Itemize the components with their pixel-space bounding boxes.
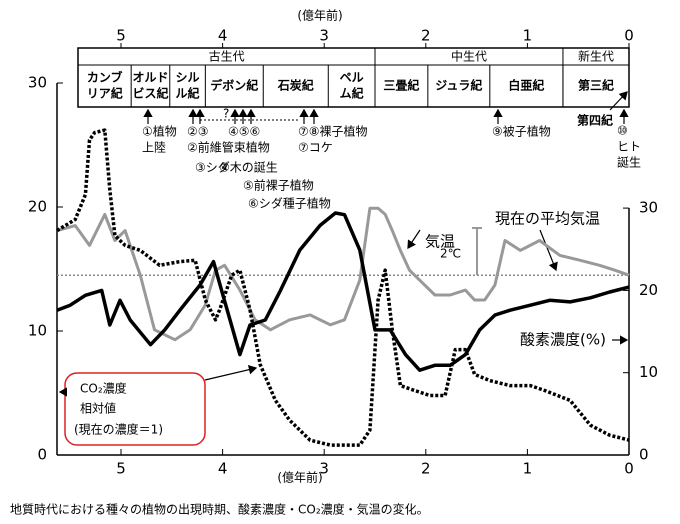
annotation: ②前維管束植物	[187, 140, 270, 155]
series-label: CO₂濃度	[80, 381, 127, 396]
caption: 地質時代における種々の植物の出現時期、酸素濃度・CO₂濃度・気温の変化。	[10, 502, 429, 517]
annotation: ①植物	[142, 124, 177, 139]
era-label: 新生代	[578, 49, 614, 64]
series-label: 気温	[425, 233, 455, 251]
period-label: デボン紀	[210, 78, 258, 93]
period-label: ビス紀	[132, 86, 168, 101]
top-tick-label: 3	[319, 27, 329, 45]
top-tick-label: 0	[624, 27, 634, 45]
series-note: 相対値	[80, 401, 116, 416]
annotation: ②③	[187, 125, 209, 139]
x-tick-label: 0	[624, 460, 634, 478]
annotation: ④⑤⑥	[228, 125, 260, 139]
period-label: ペル	[340, 71, 364, 85]
label-arrow	[539, 229, 558, 272]
period-label: ジュラ紀	[435, 78, 482, 93]
x-tick-label: 2	[421, 460, 431, 478]
co2-label-box	[64, 372, 206, 446]
period-label: 三畳紀	[383, 78, 419, 93]
y2-tick-label: 10	[639, 363, 658, 381]
era-label: 古生代	[209, 49, 245, 64]
period-label: 第三紀	[578, 78, 614, 93]
annotation: 誕生	[617, 156, 641, 170]
annotation: ⑩	[617, 124, 628, 138]
series-note: (現在の濃度＝1)	[74, 422, 163, 437]
y2-tick-label: 30	[639, 199, 658, 217]
y-tick-label: 20	[28, 198, 47, 216]
annotation: 第四紀	[577, 113, 613, 128]
series-label: 酸素濃度(%)	[520, 331, 606, 349]
y2-tick-label: 0	[639, 446, 649, 464]
period-label: 石炭紀	[277, 78, 314, 93]
label-arrow	[204, 364, 258, 381]
period-label: リア紀	[87, 86, 123, 101]
x-axis-label: (億年前)	[277, 470, 322, 485]
y-tick-label: 0	[37, 446, 47, 464]
x-tick-label: 4	[218, 460, 228, 478]
series-line	[56, 211, 630, 372]
annotation: ⑦コケ	[298, 141, 333, 155]
x-tick-label: 1	[523, 460, 533, 478]
top-axis-label: (億年前)	[297, 8, 342, 23]
event-arrows	[143, 91, 629, 124]
period-label: シル	[176, 71, 200, 85]
y-tick-label: 10	[28, 322, 47, 340]
annotation: ⑥シダ種子植物	[248, 196, 331, 211]
x-tick-label: 5	[116, 460, 126, 478]
annotation: ⑨被子植物	[492, 124, 551, 139]
reference-label: 現在の平均気温	[495, 210, 600, 228]
annotation: ⑦⑧裸子植物	[298, 124, 368, 139]
top-tick-label: 5	[116, 27, 126, 45]
period-label: カンブ	[87, 70, 123, 85]
period-label: ム紀	[340, 86, 364, 101]
annotation: ⑤前裸子植物	[243, 178, 314, 193]
era-label: 中生代	[451, 49, 487, 64]
top-tick-label: 2	[421, 27, 431, 45]
period-label: ル紀	[176, 86, 200, 101]
annotation: ④木の誕生	[219, 161, 278, 175]
top-tick-label: 1	[523, 27, 533, 45]
annotation: 上陸	[142, 141, 166, 155]
annotation: ヒト	[617, 140, 641, 154]
y-tick-label: 30	[28, 74, 47, 92]
label-arrow	[407, 229, 421, 249]
range-note: 2℃	[440, 247, 461, 261]
annotation: ③シダ	[195, 160, 230, 175]
series-line	[56, 128, 630, 447]
period-label: 白亜紀	[508, 78, 544, 93]
series-line	[56, 206, 630, 342]
annotation: ?	[223, 107, 229, 121]
y2-tick-label: 20	[639, 281, 658, 299]
period-label: オルド	[132, 71, 168, 85]
top-tick-label: 4	[218, 27, 228, 45]
x-tick-label: 3	[319, 460, 329, 478]
